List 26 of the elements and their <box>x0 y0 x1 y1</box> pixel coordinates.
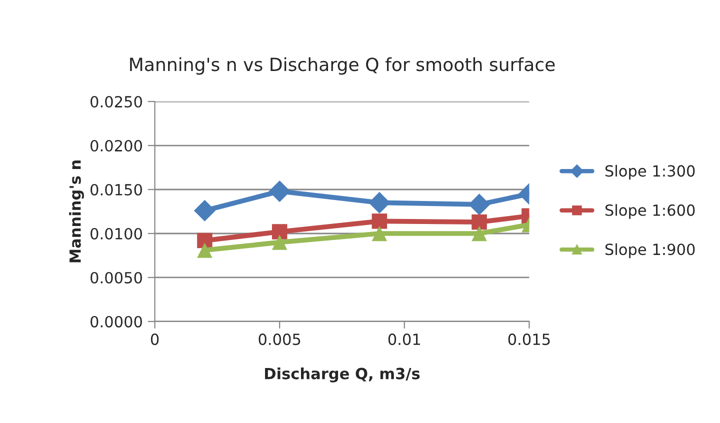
x-tick-label: 0.015 <box>508 334 550 346</box>
point <box>194 200 216 222</box>
y-axis-title: Manning's n <box>69 160 84 262</box>
point <box>372 226 388 242</box>
point <box>472 214 487 230</box>
y-tick-label: 0.0250 <box>90 96 142 108</box>
y-tick-label: 0.0100 <box>90 228 142 240</box>
legend-label: Slope 1:900 <box>605 243 695 258</box>
point <box>372 214 388 229</box>
point <box>272 234 288 250</box>
y-tick-label: 0.0150 <box>90 184 142 196</box>
point <box>197 232 212 248</box>
y-tick-label: 0.0200 <box>90 140 142 152</box>
y-tick-label: 0.0000 <box>90 316 142 328</box>
point <box>272 224 288 240</box>
legend-label: Slope 1:300 <box>605 164 695 180</box>
x-tick-label: 0.005 <box>258 334 300 346</box>
point <box>268 180 290 202</box>
legend-label: Slope 1:600 <box>605 204 695 219</box>
x-tick-label: 0.01 <box>388 334 420 346</box>
point <box>472 226 487 242</box>
point <box>197 242 212 258</box>
x-tick-label: 0 <box>150 334 159 346</box>
x-axis-title: Discharge Q, m3/s <box>265 368 420 382</box>
y-tick-label: 0.0050 <box>90 272 142 284</box>
chart-title: Manning's n vs Discharge Q for smooth surface <box>130 57 555 75</box>
